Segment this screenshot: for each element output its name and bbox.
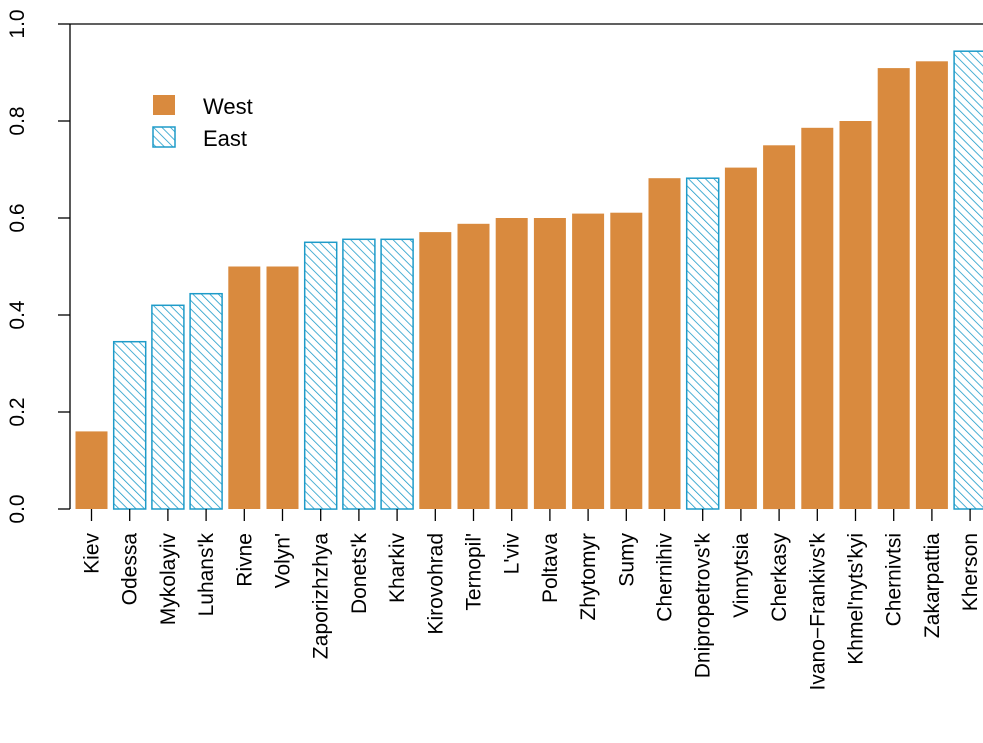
x-tick-label: Kiev [81, 533, 104, 574]
bar [228, 266, 261, 509]
y-tick-label: 0.2 [6, 397, 29, 426]
legend-swatch-west [153, 95, 175, 115]
x-tick-label: Kharkiv [386, 533, 409, 604]
bar [495, 218, 528, 509]
x-tick-label: Volyn' [272, 533, 295, 588]
x-tick-label: Zaporizhzhya [310, 533, 333, 659]
y-tick-label: 0.8 [6, 106, 29, 135]
bar [763, 145, 796, 510]
legend: West East [152, 94, 253, 151]
bar [915, 61, 948, 510]
y-axis: 0.0 0.2 0.4 0.6 0.8 1.0 [6, 9, 983, 524]
x-tick-label: Kherson [959, 533, 982, 611]
y-tick-label: 1.0 [6, 9, 29, 38]
x-tick-label: Odessa [119, 533, 142, 606]
bar [533, 218, 566, 509]
bar [877, 68, 910, 509]
x-tick-label: Khmel'nyts'kyi [845, 533, 868, 665]
x-tick-label: L'viv [501, 533, 524, 575]
bar [839, 121, 872, 509]
bar [342, 238, 376, 510]
x-tick-label: Chernihiv [654, 533, 677, 622]
y-tick-label: 0.6 [6, 203, 29, 232]
legend-label-east: East [203, 126, 247, 151]
x-tick-label: Zakarpattia [921, 533, 944, 638]
x-tick-label: Zhytomyr [577, 533, 600, 621]
x-tick-label: Chernivtsi [883, 533, 906, 626]
bar [266, 266, 299, 509]
bar [75, 431, 108, 509]
x-tick-label: Kirovohrad [424, 533, 447, 635]
bar [151, 304, 185, 510]
bar [685, 177, 720, 510]
legend-swatch-east [152, 126, 176, 148]
bar [724, 167, 757, 509]
legend-label-west: West [203, 94, 253, 119]
x-tick-label: Mykolayiv [157, 533, 180, 626]
x-tick-label: Luhans'k [195, 533, 218, 617]
bar [189, 292, 223, 510]
x-axis: Kiev Odessa Mykolayiv Luhans'k Rivne Volyn' Za… [81, 509, 982, 691]
x-tick-label: Cherkasy [768, 533, 791, 622]
bar [303, 241, 338, 510]
x-tick-label: Ivano−Frankivs'k [806, 533, 829, 691]
bar [572, 213, 605, 509]
x-tick-label: Sumy [615, 533, 638, 587]
bar [380, 238, 414, 510]
x-tick-label: Donets'k [348, 533, 371, 615]
bar [112, 340, 147, 510]
bar [648, 178, 681, 509]
x-tick-label: Vinnytsia [730, 533, 753, 618]
bar [419, 232, 452, 509]
x-tick-label: Dnipropetrovs'k [692, 533, 715, 679]
y-tick-label: 0.4 [6, 300, 29, 330]
bar [610, 212, 643, 509]
x-tick-label: Poltava [539, 533, 562, 603]
bar [801, 127, 834, 510]
bar [457, 223, 490, 510]
x-tick-label: Ternopil' [463, 533, 486, 611]
x-tick-label: Rivne [233, 533, 256, 587]
y-tick-label: 0.0 [6, 494, 29, 523]
bar [953, 50, 983, 510]
plot-area [75, 50, 983, 510]
